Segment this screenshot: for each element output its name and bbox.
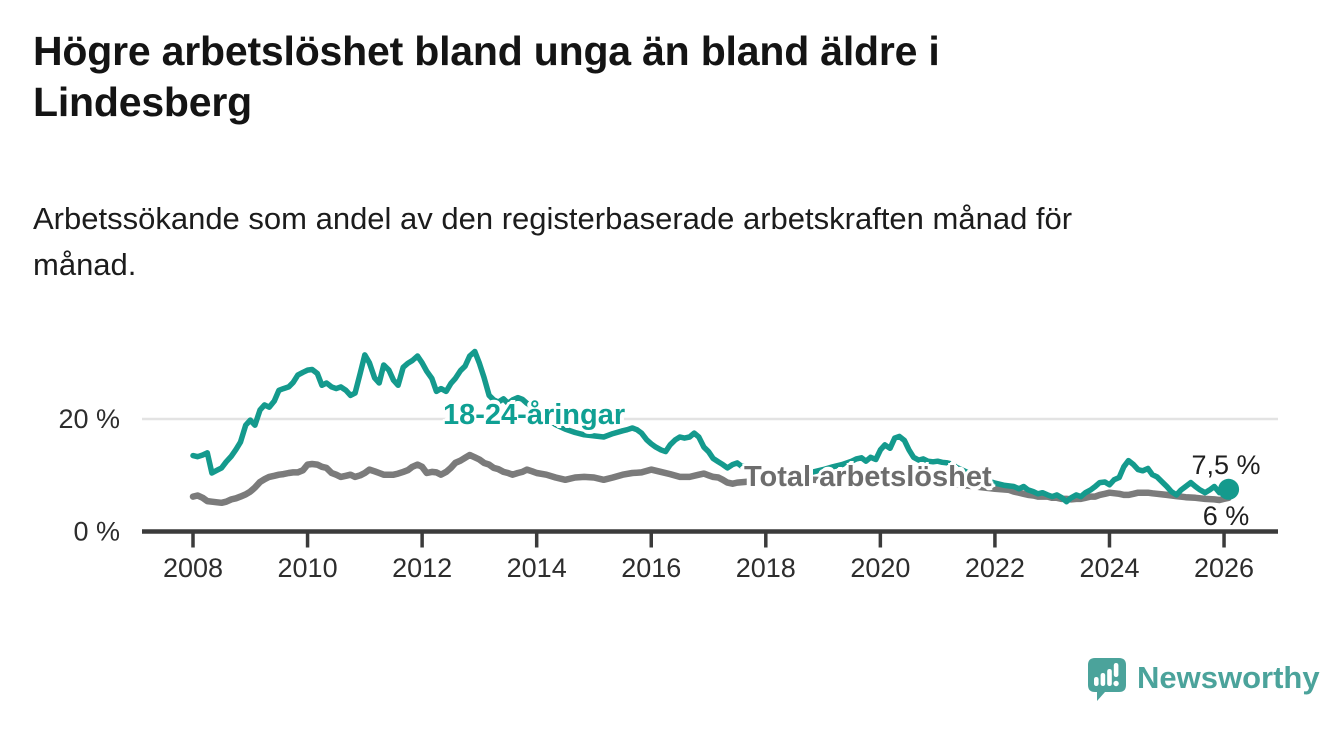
series-end-dot	[1218, 478, 1240, 500]
chart-subtitle-line1: Arbetssökande som andel av den registerb…	[33, 201, 1073, 236]
page-title-line2: Lindesberg	[33, 78, 252, 125]
x-axis-tick-label: 2020	[850, 553, 910, 583]
x-axis-tick-label: 2008	[163, 553, 223, 583]
series-label-youth: 18-24-åringar	[443, 399, 626, 431]
end-value-label-total: 6 %	[1202, 501, 1250, 531]
x-axis-tick-label: 2010	[278, 553, 338, 583]
x-axis-tick-label: 2024	[1079, 553, 1139, 583]
end-value-label-youth: 7,5 %	[1191, 450, 1261, 480]
x-axis-tick-label: 2012	[392, 553, 452, 583]
x-axis-tick-label: 2022	[965, 553, 1025, 583]
series-line-youth	[190, 348, 1232, 505]
x-axis-tick-label: 2018	[736, 553, 796, 583]
series-label-total: Total arbetslöshet	[744, 461, 992, 493]
page-title: Högre arbetslöshet bland unga än bland ä…	[33, 26, 1213, 128]
newsworthy-logo-text: Newsworthy	[1137, 660, 1320, 695]
series-line-total	[189, 451, 1232, 507]
x-axis-tick-label: 2014	[507, 553, 567, 583]
y-axis-tick-label: 20 %	[58, 404, 120, 434]
page-title-line1: Högre arbetslöshet bland unga än bland ä…	[33, 28, 940, 74]
x-axis-tick-label: 2026	[1194, 553, 1254, 583]
newsworthy-logo-icon	[1088, 658, 1126, 701]
chart-subtitle: Arbetssökande som andel av den registerb…	[33, 196, 1253, 287]
y-axis-tick-label: 0 %	[73, 517, 120, 547]
newsworthy-logo: Newsworthy	[1087, 657, 1320, 703]
chart-subtitle-line2: månad.	[33, 246, 137, 282]
x-axis-tick-label: 2016	[621, 553, 681, 583]
